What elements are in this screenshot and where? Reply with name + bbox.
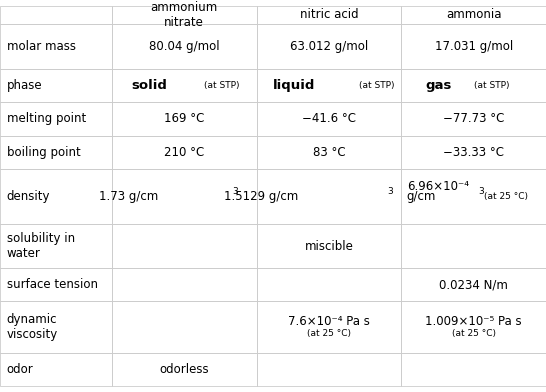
Bar — [112, 224, 257, 268]
Text: 3: 3 — [232, 187, 238, 196]
Text: 83 °C: 83 °C — [313, 146, 345, 159]
Text: phase: phase — [7, 79, 42, 92]
Bar — [257, 224, 401, 268]
Bar — [257, 6, 401, 24]
Text: (at 25 °C): (at 25 °C) — [484, 192, 528, 201]
Text: 7.6×10⁻⁴ Pa s: 7.6×10⁻⁴ Pa s — [288, 315, 370, 328]
Text: miscible: miscible — [305, 240, 353, 252]
Bar — [0, 224, 112, 268]
Bar — [257, 301, 401, 353]
Text: 1.73 g/cm: 1.73 g/cm — [99, 190, 158, 203]
Bar — [257, 69, 401, 102]
Bar — [0, 102, 112, 136]
Text: 17.031 g/mol: 17.031 g/mol — [435, 40, 513, 53]
Text: 63.012 g/mol: 63.012 g/mol — [290, 40, 368, 53]
Bar — [257, 102, 401, 136]
Text: (at 25 °C): (at 25 °C) — [307, 328, 351, 338]
Bar — [112, 169, 257, 224]
Bar — [0, 136, 112, 169]
Text: solid: solid — [132, 79, 168, 92]
Text: −41.6 °C: −41.6 °C — [302, 113, 356, 125]
Bar — [401, 69, 546, 102]
Text: (at STP): (at STP) — [474, 81, 509, 90]
Bar — [257, 169, 401, 224]
Bar — [112, 268, 257, 301]
Bar — [401, 353, 546, 386]
Text: ammonium
nitrate: ammonium nitrate — [151, 1, 218, 29]
Text: odorless: odorless — [159, 363, 209, 376]
Bar — [0, 268, 112, 301]
Bar — [0, 353, 112, 386]
Text: g/cm: g/cm — [407, 189, 436, 203]
Bar — [112, 301, 257, 353]
Text: 6.96×10⁻⁴: 6.96×10⁻⁴ — [407, 180, 469, 193]
Text: 80.04 g/mol: 80.04 g/mol — [149, 40, 219, 53]
Bar — [0, 69, 112, 102]
Text: 1.5129 g/cm: 1.5129 g/cm — [224, 190, 298, 203]
Bar — [257, 353, 401, 386]
Text: nitric acid: nitric acid — [300, 8, 358, 21]
Text: density: density — [7, 190, 50, 203]
Bar — [112, 24, 257, 69]
Bar — [401, 136, 546, 169]
Text: 169 °C: 169 °C — [164, 113, 204, 125]
Bar — [257, 136, 401, 169]
Bar — [0, 6, 112, 24]
Bar — [112, 6, 257, 24]
Text: (at 25 °C): (at 25 °C) — [452, 328, 496, 338]
Text: melting point: melting point — [7, 113, 86, 125]
Bar — [112, 69, 257, 102]
Text: molar mass: molar mass — [7, 40, 75, 53]
Text: −77.73 °C: −77.73 °C — [443, 113, 505, 125]
Bar — [112, 102, 257, 136]
Text: 1.009×10⁻⁵ Pa s: 1.009×10⁻⁵ Pa s — [425, 315, 522, 328]
Bar — [401, 268, 546, 301]
Bar — [112, 136, 257, 169]
Bar — [0, 169, 112, 224]
Text: boiling point: boiling point — [7, 146, 80, 159]
Text: 3: 3 — [478, 187, 484, 196]
Text: 0.0234 N/m: 0.0234 N/m — [439, 278, 508, 291]
Bar — [112, 353, 257, 386]
Text: surface tension: surface tension — [7, 278, 98, 291]
Text: gas: gas — [426, 79, 452, 92]
Text: (at STP): (at STP) — [204, 81, 240, 90]
Text: −33.33 °C: −33.33 °C — [443, 146, 504, 159]
Text: 3: 3 — [387, 187, 393, 196]
Bar — [401, 6, 546, 24]
Bar — [401, 301, 546, 353]
Bar — [401, 169, 546, 224]
Text: liquid: liquid — [273, 79, 316, 92]
Text: 210 °C: 210 °C — [164, 146, 204, 159]
Bar — [401, 224, 546, 268]
Bar — [401, 24, 546, 69]
Bar — [257, 24, 401, 69]
Text: solubility in
water: solubility in water — [7, 232, 75, 260]
Bar — [0, 24, 112, 69]
Text: odor: odor — [7, 363, 33, 376]
Text: ammonia: ammonia — [446, 8, 501, 21]
Text: (at STP): (at STP) — [359, 81, 394, 90]
Bar — [401, 102, 546, 136]
Bar — [257, 268, 401, 301]
Bar — [0, 301, 112, 353]
Text: dynamic
viscosity: dynamic viscosity — [7, 313, 58, 341]
